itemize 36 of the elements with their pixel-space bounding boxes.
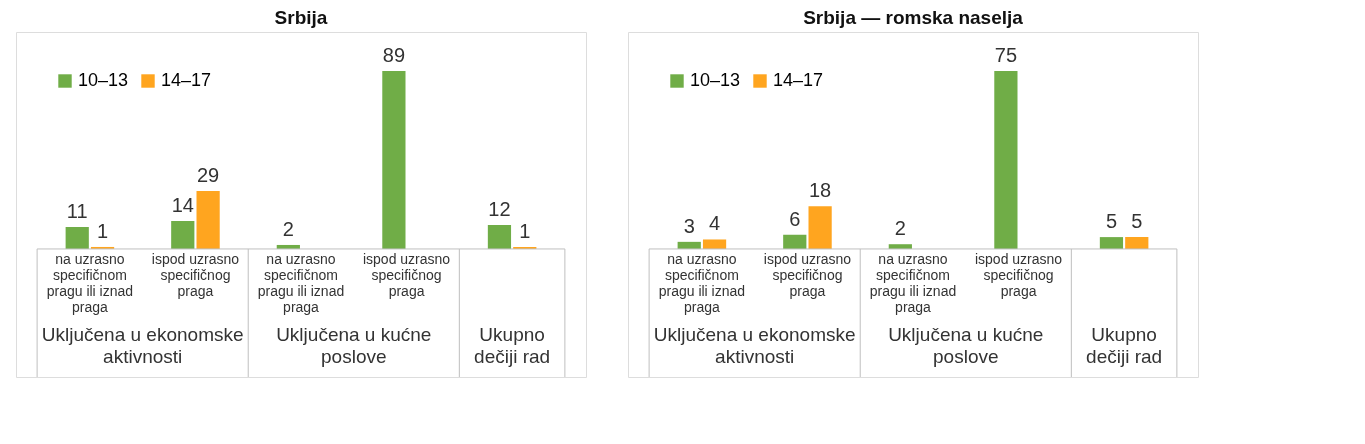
x-tick-label: ispod uzrasno specifičnog praga xyxy=(151,250,240,299)
legend-label: 10–13 xyxy=(78,70,129,90)
x-tick-label: na uzrasno specifičnom pragu ili iznad praga xyxy=(257,250,345,315)
data-label: 5 xyxy=(1105,210,1118,233)
legend-label: 14–17 xyxy=(773,70,824,90)
data-label: 14 xyxy=(171,193,194,216)
text: Uključena u ekonomske aktivnosti xyxy=(653,323,856,367)
x-tick-label: na uzrasno specifičnom pragu ili iznad praga xyxy=(658,250,746,315)
data-label: 6 xyxy=(789,207,801,230)
x-tick-label: na uzrasno specifičnom pragu ili iznad praga xyxy=(869,250,957,315)
text: Ukupno dečiji rad xyxy=(1086,323,1163,367)
x-tick-label: ispod uzrasno specifičnog praga xyxy=(974,250,1063,299)
chart-title: Srbija — romska naselja xyxy=(803,7,1024,28)
legend-label: 10–13 xyxy=(690,70,741,90)
x-tick-label: ispod uzrasno specifičnog praga xyxy=(362,250,451,299)
data-label: 75 xyxy=(994,44,1018,67)
data-label: 2 xyxy=(282,217,294,240)
text: Uključena u ekonomske aktivnosti xyxy=(41,323,244,367)
data-label: 11 xyxy=(66,199,88,222)
chart-title: Srbija xyxy=(274,7,328,28)
data-label: 18 xyxy=(808,179,832,202)
data-label: 3 xyxy=(683,214,695,237)
text: Uključena u kućne poslove xyxy=(888,323,1044,367)
legend-label: 14–17 xyxy=(161,70,212,90)
x-tick-label: ispod uzrasno specifičnog praga xyxy=(763,250,852,299)
data-label: 5 xyxy=(1131,210,1143,233)
text: Ukupno dečiji rad xyxy=(474,323,551,367)
data-label: 29 xyxy=(196,164,220,187)
text: Uključena u kućne poslove xyxy=(276,323,432,367)
data-label: 12 xyxy=(488,197,511,220)
data-label: 2 xyxy=(894,217,906,240)
data-label: 89 xyxy=(382,44,406,67)
x-tick-label: na uzrasno specifičnom pragu ili iznad praga xyxy=(46,250,134,315)
data-label: 1 xyxy=(96,219,109,242)
data-label: 1 xyxy=(519,219,531,242)
data-label: 4 xyxy=(708,212,721,235)
